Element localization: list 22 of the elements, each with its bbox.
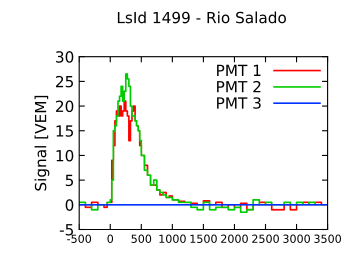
x-tick-label: 3500 xyxy=(314,234,341,243)
y-tick-label: 20 xyxy=(56,100,74,112)
x-tick-label: -500 xyxy=(67,234,92,243)
x-tick-label: 3000 xyxy=(283,234,310,243)
y-axis-title: Signal [VEM] xyxy=(34,96,50,191)
y-tick-label: 15 xyxy=(56,125,74,137)
y-tick-label: 25 xyxy=(56,76,74,88)
y-tick-label: 5 xyxy=(66,174,74,186)
x-tick-label: 2500 xyxy=(252,234,279,243)
x-tick-label: 0 xyxy=(107,234,114,243)
chart-title: LsId 1499 - Rio Salado xyxy=(118,12,286,24)
y-tick-label: 0 xyxy=(66,199,74,211)
y-tick-label: 10 xyxy=(56,150,74,162)
y-tick-label: -5 xyxy=(60,224,74,236)
y-tick-label: 30 xyxy=(56,51,74,63)
legend-label: PMT 3 xyxy=(217,97,261,109)
x-tick-label: 1000 xyxy=(159,234,186,243)
x-tick-label: 1500 xyxy=(190,234,217,243)
x-tick-label: 500 xyxy=(132,234,152,243)
legend-label: PMT 1 xyxy=(217,64,260,76)
x-tick-label: 2000 xyxy=(221,234,248,243)
legend-label: PMT 2 xyxy=(217,80,260,92)
